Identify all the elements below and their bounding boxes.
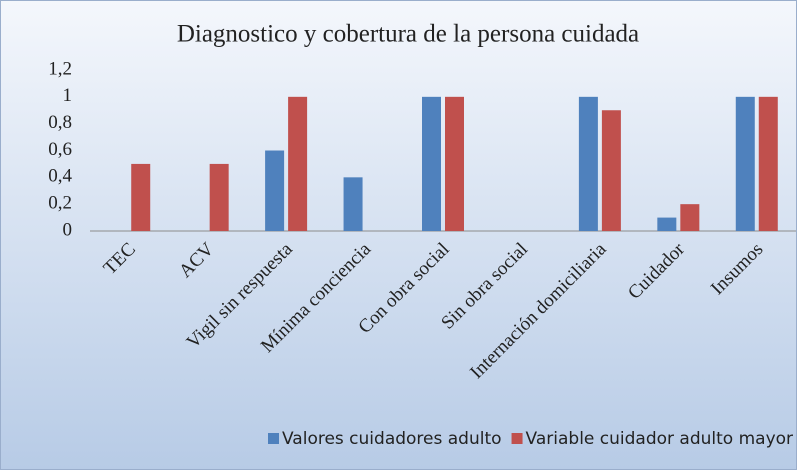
y-tick-label: 1,2: [48, 58, 72, 79]
legend-swatch: [511, 433, 523, 444]
legend-swatch: [268, 433, 279, 444]
bar: [288, 96, 308, 231]
bar: [265, 150, 285, 231]
y-tick-label: 1: [63, 85, 73, 106]
bar: [680, 204, 700, 231]
y-tick-label: 0,2: [48, 193, 72, 214]
bar: [445, 96, 464, 231]
legend-label: Valores cuidadores adulto: [282, 429, 502, 449]
legend-label: Variable cuidador adulto mayor: [526, 429, 793, 449]
y-tick-label: 0,6: [48, 139, 72, 160]
bar: [131, 163, 151, 231]
bar: [735, 96, 755, 231]
chart-title: Diagnostico y cobertura de la persona cu…: [177, 21, 639, 48]
bar: [578, 96, 598, 231]
bar: [657, 217, 677, 231]
bar: [758, 96, 778, 231]
bar: [209, 163, 229, 231]
y-tick-label: 0,4: [48, 166, 72, 187]
bar: [601, 110, 621, 231]
y-tick-label: 0: [63, 219, 73, 240]
y-tick-label: 0,8: [48, 112, 72, 133]
bar: [422, 96, 441, 231]
bar: [343, 177, 363, 231]
